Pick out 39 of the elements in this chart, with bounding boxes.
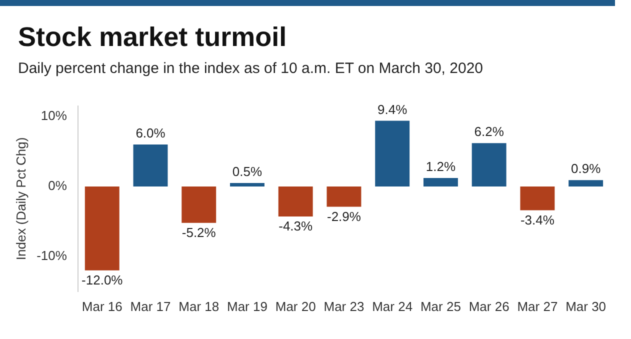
- x-tick-label: Mar 27: [517, 298, 558, 314]
- bar: [230, 182, 264, 186]
- data-label: -5.2%: [182, 224, 216, 240]
- chart-subtitle: Daily percent change in the index as of 10 a.m. ET on March 30, 2020: [18, 60, 483, 77]
- y-tick-label: -10%: [36, 248, 68, 263]
- data-label: 6.2%: [474, 124, 504, 140]
- bar: [84, 186, 120, 270]
- x-tick-label: Mar 26: [468, 298, 510, 314]
- x-tick-label: Mar 23: [324, 298, 364, 314]
- y-axis-title: Index (Daily Pct Chg): [13, 137, 28, 260]
- chart-title: Stock market turmoil: [18, 22, 287, 53]
- data-label: -12.0%: [82, 272, 124, 288]
- x-tick-label: Mar 24: [372, 298, 413, 314]
- data-label: 1.2%: [426, 159, 456, 174]
- bar: [326, 186, 362, 207]
- data-label: -2.9%: [326, 208, 362, 224]
- data-label: -3.4%: [520, 212, 555, 228]
- y-tick-label: 10%: [40, 108, 68, 124]
- data-label: 0.9%: [570, 161, 602, 176]
- data-label: 6.0%: [136, 126, 166, 141]
- x-tick-label: Mar 16: [82, 298, 122, 314]
- data-label: -4.3%: [278, 218, 314, 234]
- bar: [375, 120, 410, 186]
- y-tick-label: 0%: [48, 178, 68, 194]
- bar: [423, 178, 458, 186]
- x-tick-label: Mar 17: [130, 298, 171, 314]
- data-label: 9.4%: [378, 102, 408, 117]
- x-tick-label: Mar 30: [566, 298, 606, 314]
- bar: [133, 144, 168, 186]
- bar: [520, 186, 555, 210]
- bar: [568, 180, 604, 186]
- x-tick-label: Mar 18: [178, 298, 220, 314]
- x-tick-label: Mar 19: [227, 298, 268, 314]
- bar: [472, 143, 506, 186]
- x-tick-label: Mar 25: [420, 298, 461, 314]
- bar: [182, 186, 216, 223]
- bar: [278, 186, 313, 217]
- data-label: 0.5%: [232, 164, 262, 180]
- x-tick-label: Mar 20: [275, 298, 316, 314]
